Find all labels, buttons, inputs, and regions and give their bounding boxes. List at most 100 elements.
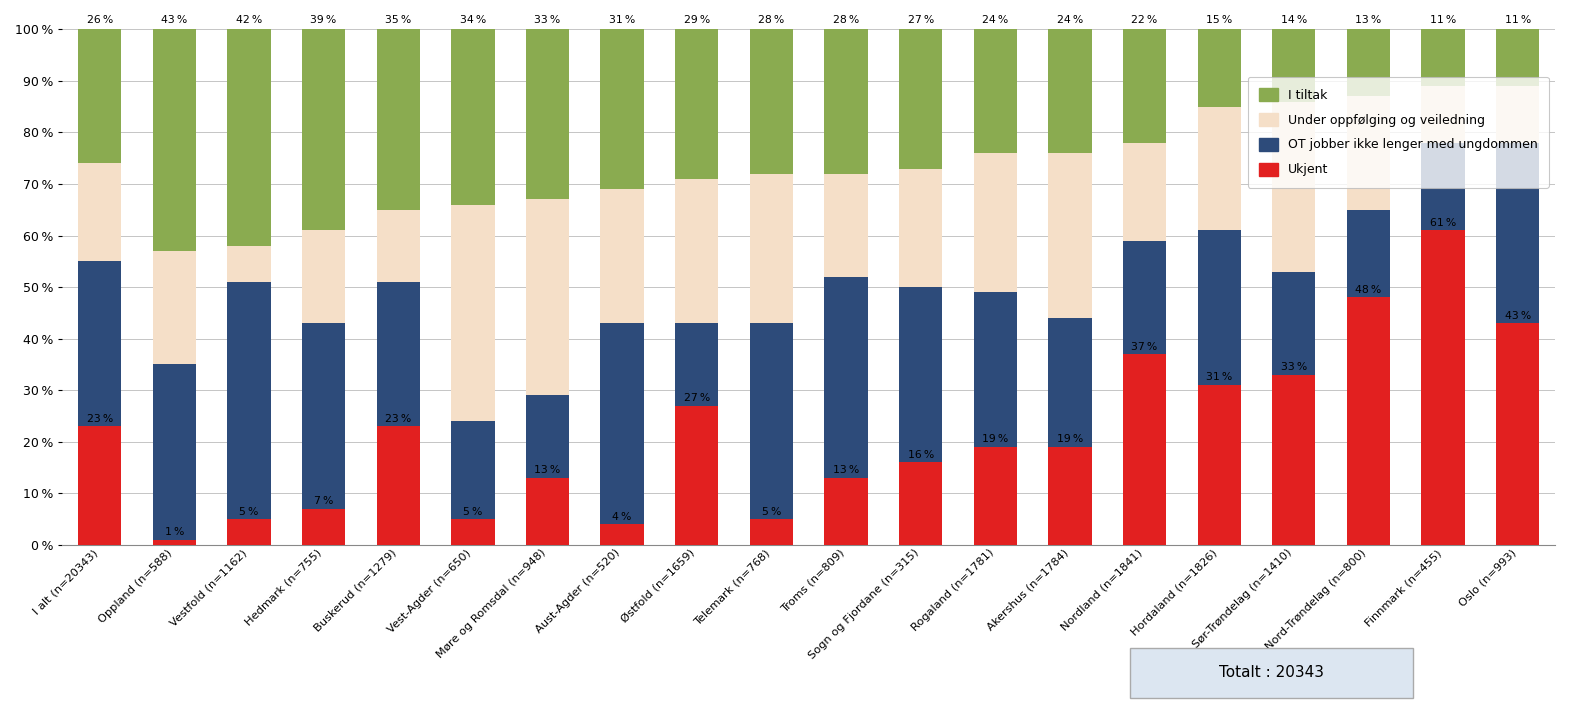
Bar — [824, 277, 868, 478]
Bar — [1049, 29, 1091, 153]
Text: 29 %: 29 % — [683, 15, 710, 25]
Bar — [301, 231, 345, 323]
Text: 23 %: 23 % — [385, 414, 411, 424]
Bar — [1496, 323, 1539, 545]
Text: 19 %: 19 % — [983, 434, 1008, 444]
Bar — [1272, 375, 1316, 545]
Text: 14 %: 14 % — [1281, 15, 1306, 25]
Text: 33 %: 33 % — [1281, 362, 1306, 372]
Bar — [526, 478, 570, 545]
Bar — [1123, 241, 1167, 354]
Text: 39 %: 39 % — [311, 15, 336, 25]
Bar — [78, 29, 121, 164]
Bar — [301, 323, 345, 509]
Bar — [750, 29, 793, 174]
Bar — [152, 251, 196, 365]
Bar — [152, 29, 196, 251]
Bar — [1198, 231, 1240, 385]
Bar — [900, 287, 942, 462]
Text: 4 %: 4 % — [612, 512, 631, 522]
Bar — [1272, 272, 1316, 375]
Bar — [1421, 29, 1465, 86]
Text: 24 %: 24 % — [983, 15, 1008, 25]
Text: 28 %: 28 % — [758, 15, 785, 25]
Bar — [451, 519, 495, 545]
Bar — [900, 169, 942, 287]
Text: 28 %: 28 % — [834, 15, 859, 25]
Text: 34 %: 34 % — [460, 15, 487, 25]
Bar — [600, 524, 644, 545]
Text: 31 %: 31 % — [609, 15, 636, 25]
Bar — [526, 199, 570, 395]
Bar — [750, 519, 793, 545]
Bar — [301, 509, 345, 545]
Bar — [1347, 29, 1389, 96]
Bar — [1049, 447, 1091, 545]
Text: 16 %: 16 % — [907, 450, 934, 460]
Bar — [1049, 153, 1091, 318]
Bar — [1421, 143, 1465, 231]
Text: 13 %: 13 % — [1355, 15, 1382, 25]
Text: 23 %: 23 % — [86, 414, 113, 424]
Bar — [1272, 29, 1316, 102]
Bar — [78, 261, 121, 426]
Bar — [152, 540, 196, 545]
Text: 31 %: 31 % — [1206, 372, 1232, 382]
Bar — [1347, 96, 1389, 210]
Bar — [973, 447, 1017, 545]
Bar — [1347, 210, 1389, 298]
Bar — [228, 29, 270, 246]
Bar — [1123, 354, 1167, 545]
Bar — [1347, 298, 1389, 545]
Bar — [451, 29, 495, 204]
Text: 15 %: 15 % — [1206, 15, 1232, 25]
Bar — [301, 29, 345, 231]
Bar — [451, 204, 495, 422]
Text: 33 %: 33 % — [534, 15, 560, 25]
Bar — [900, 29, 942, 169]
Text: 5 %: 5 % — [463, 506, 482, 516]
Bar — [78, 426, 121, 545]
Text: 48 %: 48 % — [1355, 285, 1382, 295]
Bar — [675, 323, 719, 406]
Bar — [526, 395, 570, 478]
Text: 11 %: 11 % — [1430, 15, 1457, 25]
Text: 7 %: 7 % — [314, 496, 333, 506]
Bar — [377, 426, 419, 545]
Bar — [526, 29, 570, 199]
Bar — [750, 323, 793, 519]
Text: 1 %: 1 % — [165, 527, 184, 537]
Text: 13 %: 13 % — [534, 465, 560, 476]
Bar — [973, 29, 1017, 153]
Bar — [377, 210, 419, 282]
Text: 5 %: 5 % — [761, 506, 780, 516]
Bar — [1421, 231, 1465, 545]
Text: 43 %: 43 % — [1504, 310, 1531, 320]
Bar — [377, 29, 419, 210]
Bar — [675, 179, 719, 323]
Bar — [1421, 86, 1465, 143]
Text: 13 %: 13 % — [834, 465, 859, 476]
Bar — [675, 406, 719, 545]
Bar — [824, 478, 868, 545]
Bar — [900, 462, 942, 545]
Bar — [1272, 102, 1316, 272]
Bar — [824, 174, 868, 277]
Bar — [1049, 318, 1091, 447]
Bar — [78, 164, 121, 261]
Bar — [973, 293, 1017, 447]
Legend: I tiltak, Under oppfølging og veiledning, OT jobber ikke lenger med ungdommen, U: I tiltak, Under oppfølging og veiledning… — [1248, 77, 1548, 188]
Bar — [377, 282, 419, 426]
Text: 37 %: 37 % — [1132, 342, 1157, 352]
Bar — [1123, 29, 1167, 143]
Text: 27 %: 27 % — [683, 393, 710, 403]
Text: 26 %: 26 % — [86, 15, 113, 25]
Text: 35 %: 35 % — [385, 15, 411, 25]
Text: 42 %: 42 % — [236, 15, 262, 25]
Bar — [1496, 29, 1539, 86]
FancyBboxPatch shape — [1130, 648, 1413, 698]
Text: 22 %: 22 % — [1132, 15, 1157, 25]
Text: Totalt : 20343: Totalt : 20343 — [1220, 665, 1324, 681]
Bar — [228, 246, 270, 282]
Text: 43 %: 43 % — [162, 15, 187, 25]
